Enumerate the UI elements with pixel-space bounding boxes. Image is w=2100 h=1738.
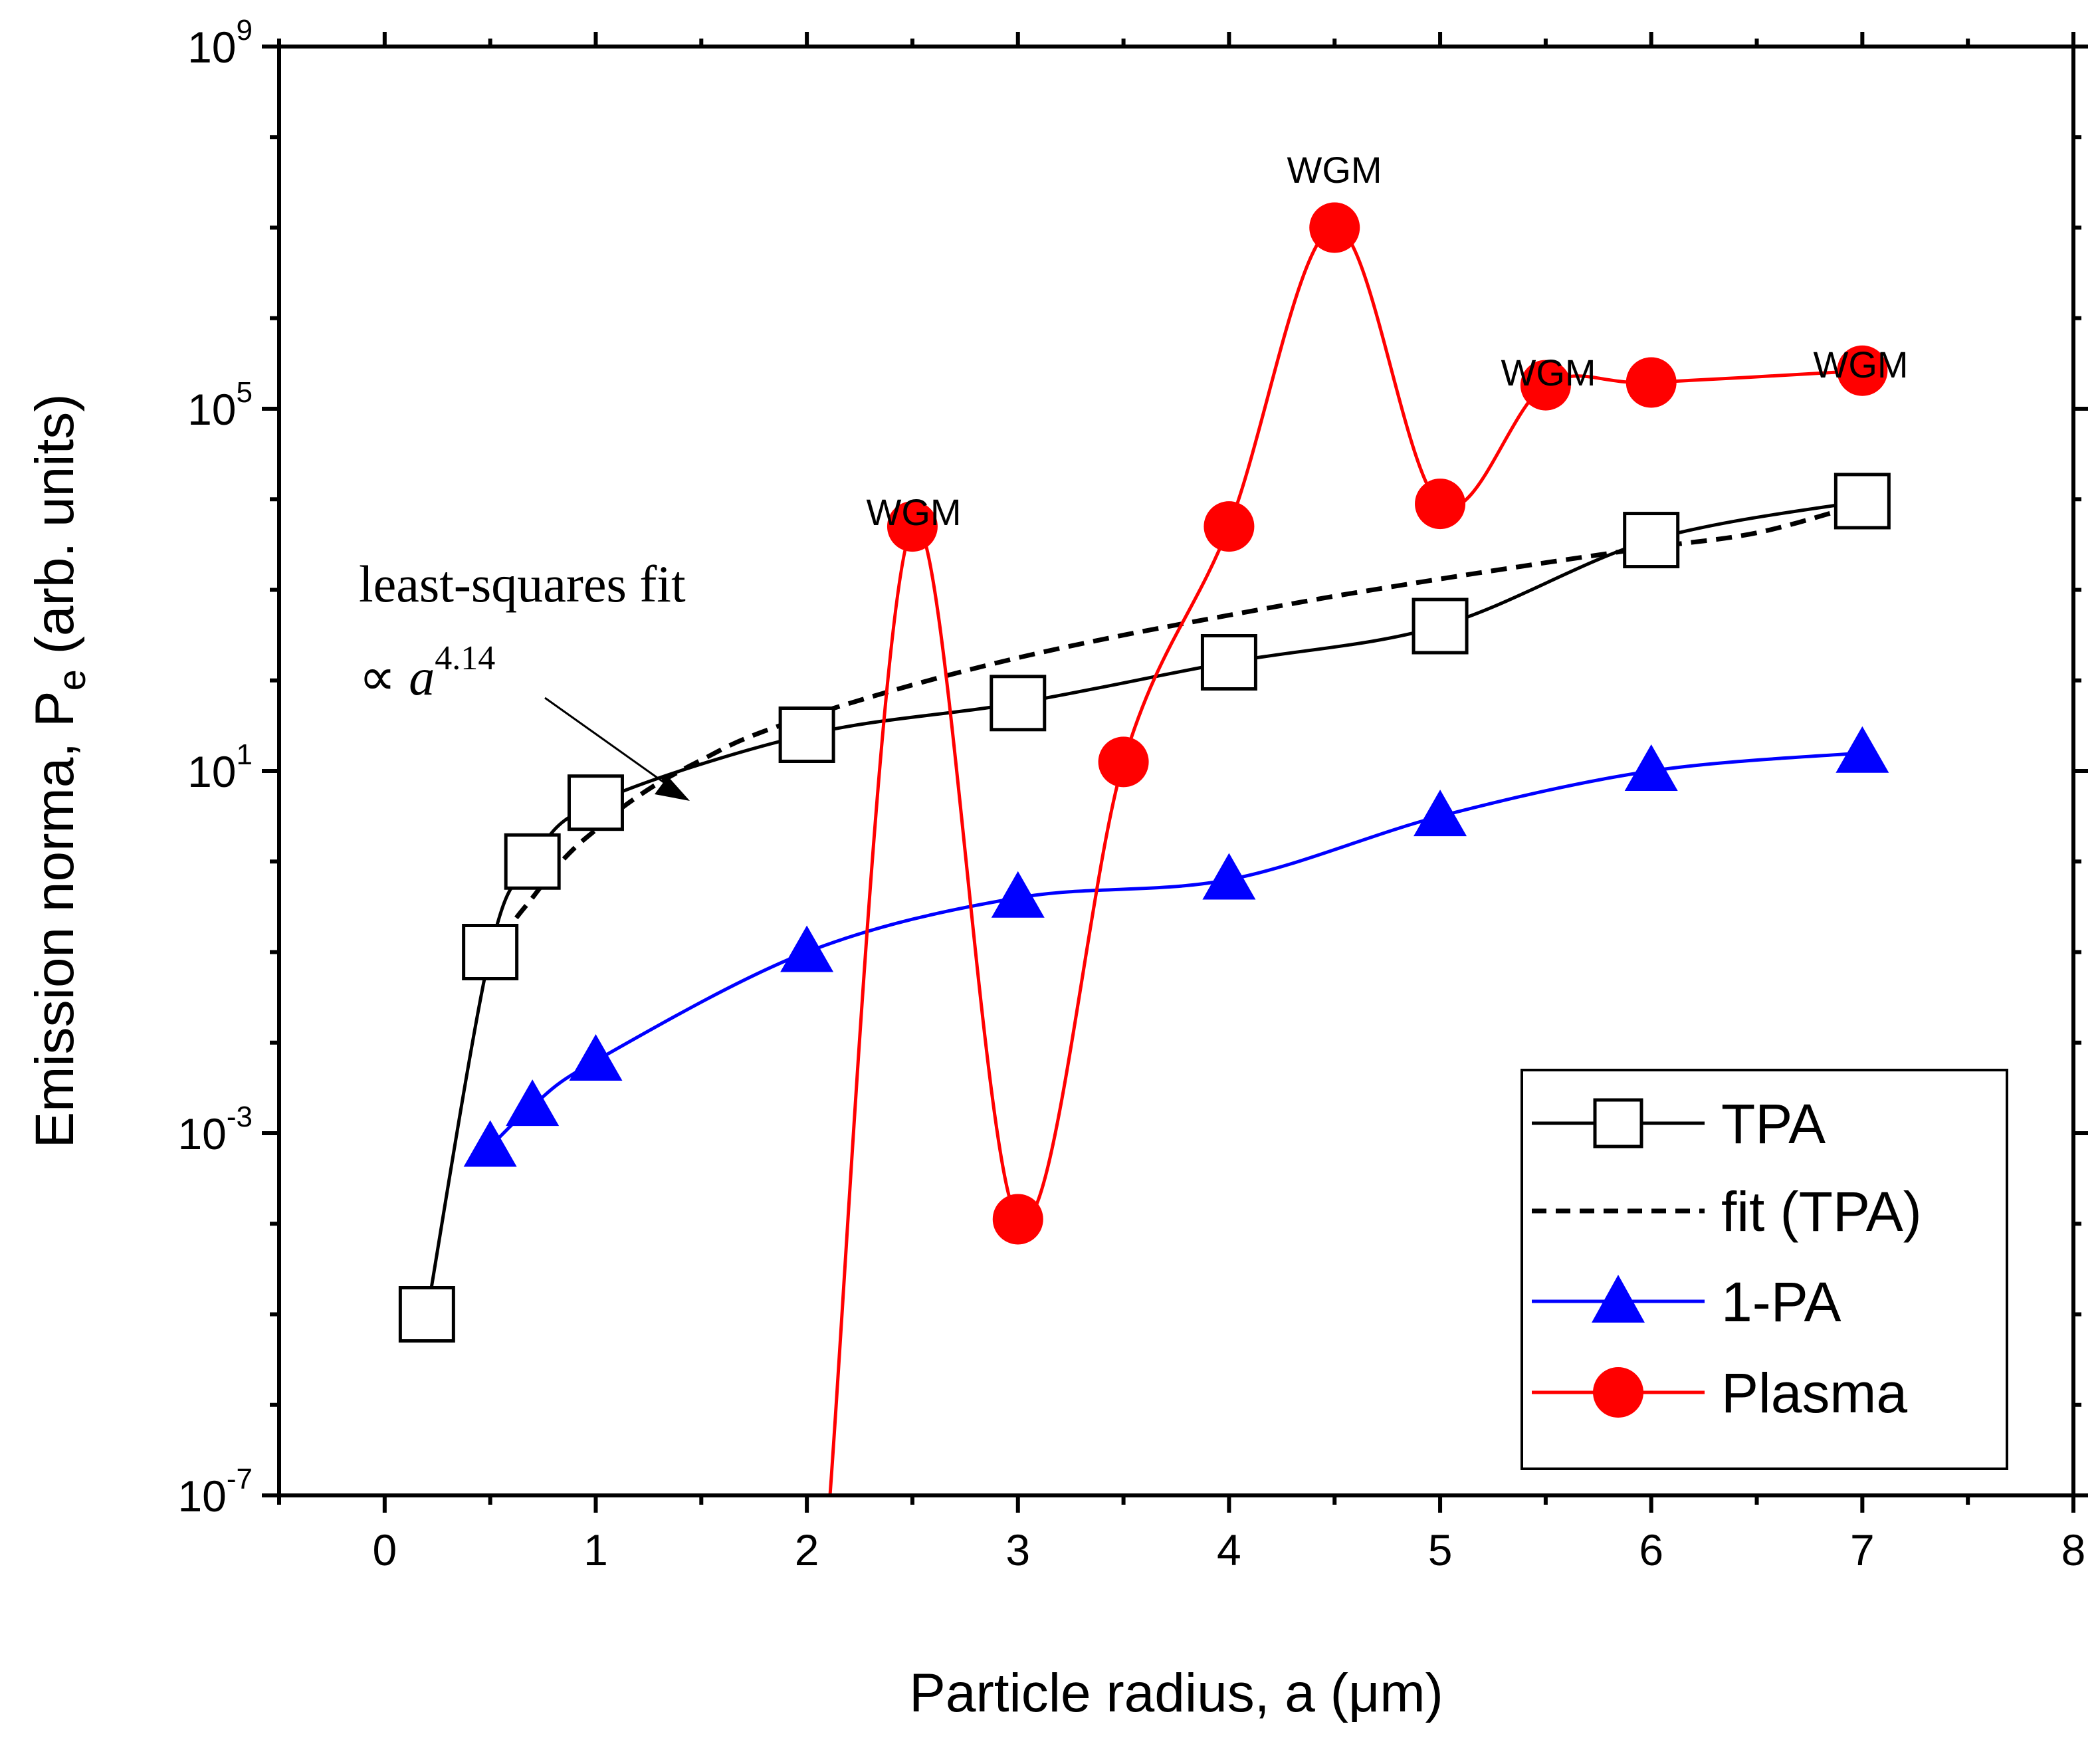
fit-exponent: 4.14 — [435, 639, 495, 677]
y-axis-title: Emission norma, Pe (arb. units) — [25, 393, 94, 1148]
x-tick-label: 4 — [1217, 1525, 1241, 1575]
tpa-point — [1412, 597, 1469, 655]
plasma-point — [1098, 736, 1149, 788]
tpa-point — [1200, 634, 1257, 691]
onepa-point — [506, 1079, 560, 1127]
wgm-label-4: WGM — [1813, 344, 1908, 385]
legend: TPA fit (TPA) 1-PA Plasma — [1521, 1069, 2008, 1470]
tpa-point — [990, 675, 1047, 732]
legend-marker-plasma — [1593, 1367, 1643, 1418]
onepa-point — [1836, 726, 1889, 773]
plasma-point — [1415, 479, 1466, 530]
legend-marker-1pa — [1592, 1275, 1645, 1323]
onepa-point — [1202, 853, 1256, 900]
onepa-point — [569, 1034, 623, 1081]
legend-label-plasma: Plasma — [1721, 1362, 1907, 1424]
fit-annotation-arrowhead — [655, 776, 690, 801]
plasma-point — [887, 501, 938, 552]
fit-annotation-formula: ∝ a4.14 — [359, 639, 495, 706]
tpa-point — [398, 1286, 455, 1343]
plasma-point — [1626, 357, 1677, 408]
wgm-label-1: WGM — [866, 491, 961, 533]
fit-annotation-label: least-squares fit — [359, 555, 686, 613]
tpa-point — [504, 833, 561, 890]
y-axis-title-tail: (arb. units) — [25, 393, 85, 669]
fit-annotation-arrow-line — [544, 697, 672, 789]
series-line-tpa — [425, 499, 1863, 1315]
y-tick-label: 10-3 — [177, 1101, 253, 1158]
svg-text:Emission norma, Pe (arb. units: Emission norma, Pe (arb. units) — [25, 393, 94, 1148]
onepa-point — [780, 925, 834, 972]
y-tick-label: 105 — [187, 376, 253, 434]
plasma-point — [1520, 360, 1571, 411]
x-tick-label: 0 — [372, 1525, 397, 1575]
tpa-point — [778, 706, 835, 763]
wgm-label-3: WGM — [1501, 352, 1596, 393]
plot-frame — [277, 45, 2075, 1497]
y-tick-label: 10-7 — [177, 1463, 253, 1521]
x-tick-label: 8 — [2061, 1525, 2086, 1575]
plasma-point — [1309, 202, 1360, 253]
onepa-point — [1624, 744, 1678, 791]
tpa-point — [567, 774, 624, 831]
tpa-point — [462, 924, 519, 980]
y-tick-label: 109 — [187, 14, 253, 72]
fit-variable: a — [409, 648, 435, 706]
x-axis-title: Particle radius, a (μm) — [909, 1663, 1443, 1723]
y-tick-label: 101 — [187, 738, 253, 796]
legend-label-1pa: 1-PA — [1721, 1271, 1841, 1333]
onepa-point — [463, 1120, 517, 1167]
x-tick-label: 2 — [795, 1525, 819, 1575]
onepa-point — [1414, 790, 1467, 837]
series-line-fit-tpa — [488, 501, 1863, 962]
x-tick-label: 5 — [1428, 1525, 1453, 1575]
y-axis-title-subscript: e — [51, 669, 94, 691]
legend-marker-tpa — [1593, 1098, 1643, 1148]
legend-label-fit: fit (TPA) — [1721, 1180, 1922, 1243]
plasma-point — [1204, 501, 1255, 552]
tpa-point — [1623, 512, 1680, 569]
x-tick-label: 7 — [1850, 1525, 1875, 1575]
x-tick-label: 3 — [1005, 1525, 1030, 1575]
fit-prop-symbol: ∝ — [359, 648, 409, 706]
markers-layer — [398, 202, 1891, 1343]
x-tick-label: 6 — [1639, 1525, 1663, 1575]
onepa-point — [991, 871, 1045, 918]
x-tick-label: 1 — [583, 1525, 608, 1575]
wgm-label-2: WGM — [1287, 149, 1382, 191]
plasma-point — [1837, 345, 1888, 396]
tpa-point — [1834, 473, 1891, 530]
plasma-point — [992, 1194, 1043, 1245]
annotations: WGM WGM WGM WGM least-squares fit ∝ a4.1… — [359, 149, 1909, 801]
legend-label-tpa: TPA — [1721, 1093, 1826, 1155]
y-axis-title-main: Emission norma, P — [25, 691, 85, 1148]
